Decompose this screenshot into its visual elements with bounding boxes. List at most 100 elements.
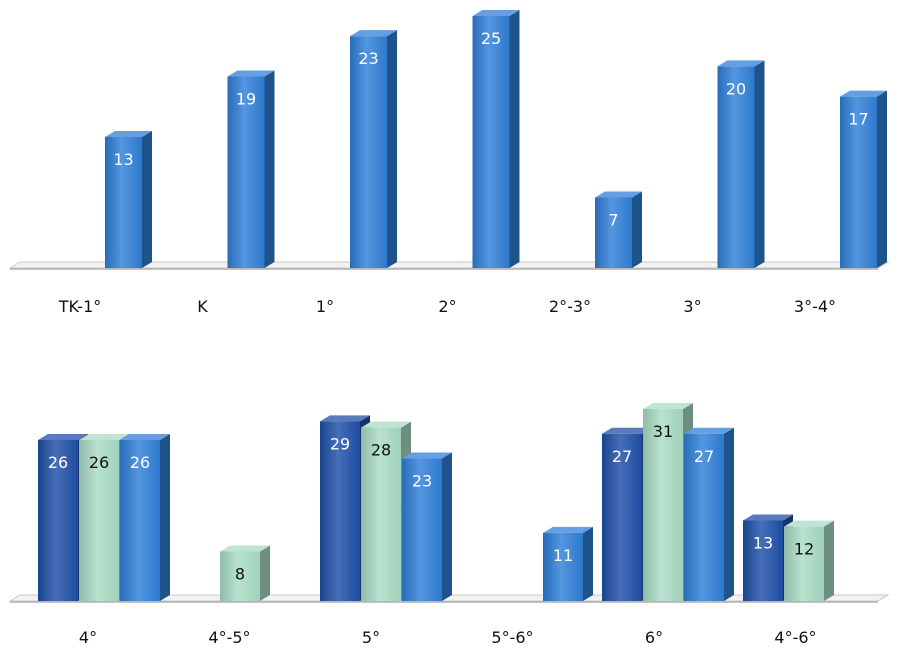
- bar-group-1-series-1-side: [260, 545, 270, 601]
- bar-3-front: [472, 16, 510, 268]
- bar-group-3-series-2-value-label: 11: [553, 546, 573, 565]
- bar-group-0-series-1-value-label: 26: [89, 453, 109, 472]
- bar-group-0-series-0-top: [38, 433, 88, 440]
- bar-group-4-series-2-top: [684, 427, 734, 434]
- bar-group-2-series-1-top: [361, 421, 411, 428]
- bar-group-0-series-2-front: [120, 439, 160, 601]
- bar-group-5-series-1-front: [784, 526, 824, 601]
- bar-5-side: [754, 60, 765, 269]
- bar-5-front: [717, 66, 755, 269]
- bar-0-side: [142, 130, 152, 268]
- bar-6-value-label: 17: [848, 110, 868, 129]
- x-tick-label-3: 2°: [438, 297, 456, 316]
- chart-grade-levels-bottom: 26 26 26 4° 8 4°-5° 29 28 23 5° 11 5°-6° 27 31 27 6° 13 1…: [8, 403, 890, 647]
- bar-group-3-series-2: 11: [543, 526, 593, 601]
- x-tick-label-4: 2°-3°: [549, 297, 591, 316]
- bar-group-5-series-1-side: [824, 520, 834, 601]
- bar-group-1-series-1: 8: [220, 545, 270, 601]
- bar-2: 23: [350, 30, 397, 268]
- bar-group-0-series-2-value-label: 26: [130, 453, 150, 472]
- bar-group-2-series-0-value-label: 29: [330, 434, 350, 453]
- bar-group-4-series-1-top: [643, 403, 693, 409]
- bar-2-front: [350, 36, 387, 268]
- bar-group-2-series-2-side: [442, 452, 452, 601]
- bar-group-4-series-0-top: [602, 427, 652, 434]
- bar-3-top: [472, 10, 520, 16]
- bar-0-front: [105, 136, 142, 268]
- bar-group-5-series-0-value-label: 13: [753, 533, 773, 552]
- bar-1-side: [264, 70, 275, 268]
- bar-group-0-series-1-front: [79, 439, 119, 601]
- x-tick-label-0: TK-1°: [58, 297, 102, 316]
- bar-2-top: [350, 30, 397, 37]
- chart-grade-levels-top: 13 TK-1° 19 K 23 1° 25 2° 7 2°-3° 20 3° 17 3°-4°: [8, 10, 890, 316]
- bar-6-front: [840, 96, 877, 268]
- bar-group-2-series-1-front: [361, 427, 401, 601]
- bar-group-4-series-1-value-label: 31: [653, 422, 673, 441]
- bar-group-4-series-0-value-label: 27: [612, 447, 632, 466]
- bar-2-side: [387, 30, 397, 268]
- x-tick-label-5: 4°-6°: [774, 628, 816, 647]
- bar-group-4-series-0-front: [602, 433, 642, 601]
- bar-group-3-series-2-side: [583, 526, 593, 601]
- bar-group-0-series-1-top: [79, 433, 129, 440]
- bar-group-2-series-2-top: [402, 452, 452, 459]
- bar-4-top: [595, 191, 642, 198]
- bar-group-0-series-2-side: [160, 433, 170, 601]
- bar-0-value-label: 13: [113, 150, 133, 169]
- bar-3-side: [509, 10, 520, 268]
- bar-6: 17: [840, 90, 887, 268]
- bar-1: 19: [227, 70, 275, 268]
- bar-group-4-series-2-value-label: 27: [694, 447, 714, 466]
- bar-4-value-label: 7: [608, 210, 618, 229]
- bar-group-3-series-2-front: [543, 532, 583, 601]
- bar-group-1-series-1-front: [220, 551, 260, 601]
- bar-group-5-series-1: 12: [784, 520, 834, 601]
- bar-group-5-series-0-front: [743, 520, 783, 601]
- bar-group-3-series-2-top: [543, 526, 593, 533]
- bar-group-4-series-2-front: [684, 433, 724, 601]
- bar-1-front: [227, 76, 265, 268]
- bar-2-value-label: 23: [358, 49, 378, 68]
- bar-group-5-series-1-value-label: 12: [794, 540, 814, 559]
- bar-group-4-series-2: 27: [684, 427, 734, 601]
- bar-0-top: [105, 130, 152, 137]
- bar-group-0-series-2: 26: [120, 433, 170, 601]
- x-tick-label-5: 3°: [683, 297, 701, 316]
- bar-4: 7: [595, 191, 642, 268]
- bar-group-2-series-2-front: [402, 458, 442, 601]
- x-tick-label-2: 1°: [316, 297, 334, 316]
- x-tick-label-6: 3°-4°: [794, 297, 836, 316]
- x-tick-label-1: 4°-5°: [208, 628, 250, 647]
- x-tick-label-1: K: [197, 297, 208, 316]
- bar-group-0-series-0-value-label: 26: [48, 453, 68, 472]
- bar-group-5-series-1-top: [784, 520, 834, 527]
- x-tick-label-2: 5°: [362, 628, 380, 647]
- bar-4-front: [595, 197, 632, 268]
- x-tick-label-3: 5°-6°: [491, 628, 533, 647]
- bar-group-0-series-2-top: [120, 433, 170, 440]
- bar-4-side: [632, 191, 642, 268]
- bar-1-value-label: 19: [236, 89, 256, 108]
- bar-3: 25: [472, 10, 520, 268]
- bar-5: 20: [717, 60, 765, 269]
- bar-3-value-label: 25: [481, 29, 501, 48]
- x-tick-label-0: 4°: [79, 628, 97, 647]
- bar-group-2-series-1-value-label: 28: [371, 441, 391, 460]
- x-tick-label-4: 6°: [645, 628, 663, 647]
- bar-group-1-series-1-top: [220, 545, 270, 552]
- bar-group-4-series-2-side: [724, 427, 734, 601]
- bar-0: 13: [105, 130, 152, 268]
- bar-group-2-series-2-value-label: 23: [412, 472, 432, 491]
- bar-group-0-series-0-front: [38, 439, 78, 601]
- bar-5-value-label: 20: [726, 79, 746, 98]
- bar-6-top: [840, 90, 887, 97]
- bar-group-2-series-0-top: [320, 415, 370, 422]
- bar-group-5-series-0-top: [743, 514, 793, 521]
- bar-5-top: [717, 60, 765, 67]
- bar-group-2-series-2: 23: [402, 452, 452, 601]
- bar-6-side: [877, 90, 887, 268]
- bar-1-top: [227, 70, 275, 77]
